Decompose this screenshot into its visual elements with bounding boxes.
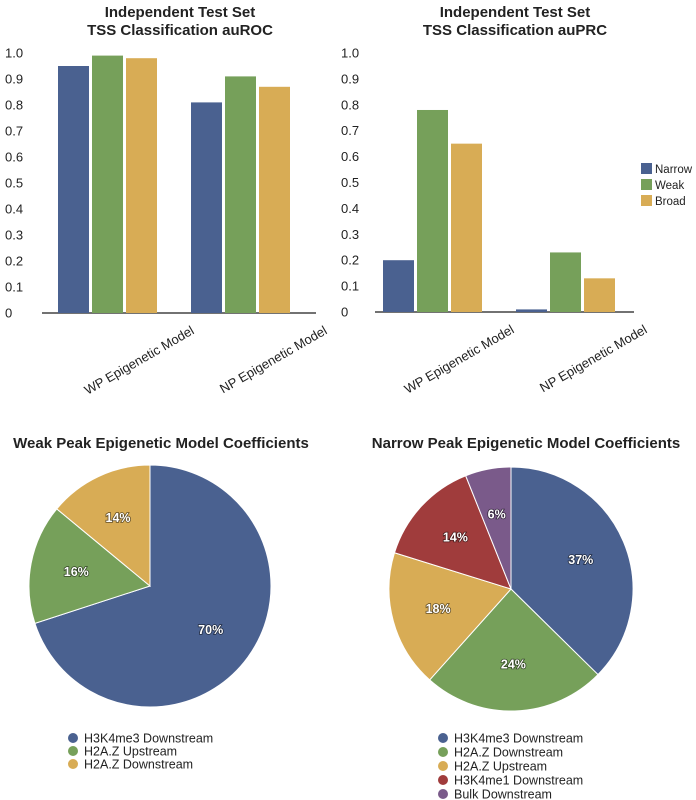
pie-legend-label: H3K4me1 Downstream (454, 774, 583, 788)
auprc-y-tick-label: 0.5 (341, 175, 359, 190)
auprc-y-tick-label: 0.7 (341, 123, 359, 138)
auprc-bar-weak (550, 252, 581, 312)
auprc-bar-broad (584, 278, 615, 312)
auroc-title-line-2: TSS Classification auROC (87, 22, 273, 39)
auprc-bar-narrow (383, 260, 414, 312)
auroc-y-tick-label: 0.6 (5, 150, 23, 165)
pie-legend-marker (68, 759, 78, 769)
pie-slice (34, 464, 272, 708)
auroc-y-tick-label: 0.5 (5, 176, 23, 191)
auroc-y-tick-label: 0 (5, 306, 12, 321)
auprc-y-tick-label: 0.2 (341, 253, 359, 268)
auprc-title-line-2: TSS Classification auPRC (423, 22, 607, 39)
auroc-bar-weak (92, 55, 123, 313)
pie-legend-marker (68, 746, 78, 756)
auprc-y-tick-label: 0.3 (341, 227, 359, 242)
auroc-y-tick-label: 0.2 (5, 254, 23, 269)
pie-legend-marker (438, 789, 448, 799)
pie-slice (510, 466, 634, 676)
auprc-y-tick-label: 0 (341, 305, 348, 320)
narrow-pie-title: Narrow Peak Epigenetic Model Coefficient… (372, 435, 680, 452)
pie-slice-label: 24% (501, 658, 526, 672)
weak-pie-slices: 70% 16% 14% (28, 464, 272, 708)
auprc-y-tick-label: 0.9 (341, 71, 359, 86)
auprc-bars (383, 109, 615, 312)
auprc-x-axis: WP Epigenetic Model NP Epigenetic Model (402, 322, 650, 397)
legend-label-narrow: Narrow (655, 164, 693, 176)
auprc-y-tick-label: 0.1 (341, 279, 359, 294)
pie-slice (428, 588, 599, 712)
pie-legend-label: Bulk Downstream (454, 788, 552, 800)
legend-swatch-weak (641, 179, 652, 190)
auroc-y-tick-label: 0.3 (5, 228, 23, 243)
pie-legend-marker (438, 747, 448, 757)
auprc-y-axis: 0 0.1 0.2 0.3 0.4 0.5 0.6 0.7 0.8 0.9 1.0 (341, 46, 634, 320)
auroc-y-tick-label: 0.7 (5, 124, 23, 139)
auroc-y-axis: 0 0.1 0.2 0.3 0.4 0.5 0.6 0.7 0.8 0.9 1.0 (5, 46, 316, 321)
pie-legend-label: H2A.Z Upstream (84, 745, 177, 759)
weak-peak-pie-chart: Weak Peak Epigenetic Model Coefficients … (13, 435, 309, 772)
legend-label-broad: Broad (655, 196, 686, 208)
auroc-y-tick-label: 0.1 (5, 280, 23, 295)
pie-slice (28, 508, 152, 625)
pie-slice-label: 14% (443, 531, 468, 545)
pie-legend-label: H2A.Z Downstream (454, 746, 563, 760)
pie-legend-marker (68, 733, 78, 743)
auprc-bar-weak (417, 109, 448, 312)
auroc-y-tick-label: 0.4 (5, 202, 23, 217)
weak-pie-title: Weak Peak Epigenetic Model Coefficients (13, 435, 309, 452)
pie-legend-marker (438, 733, 448, 743)
pie-slice-label: 6% (488, 508, 506, 522)
pie-slice-label: 14% (106, 511, 131, 525)
pie-slice (393, 475, 512, 590)
pie-slice-label: 18% (426, 602, 451, 616)
pie-slice (388, 552, 512, 681)
auroc-chart: Independent Test Set TSS Classification … (5, 4, 330, 398)
auprc-chart: Independent Test Set TSS Classification … (341, 4, 693, 397)
auroc-bar-broad (126, 58, 157, 314)
auprc-y-tick-label: 0.8 (341, 97, 359, 112)
auroc-y-tick-label: 0.8 (5, 98, 23, 113)
pie-slice-label: 16% (64, 565, 89, 579)
legend-swatch-broad (641, 195, 652, 206)
pie-slice-label: 70% (198, 623, 223, 637)
pie-slice-label: 37% (568, 553, 593, 567)
pie-legend-label: H3K4me3 Downstream (84, 732, 213, 746)
auroc-bar-broad (259, 86, 290, 313)
pie-legend-marker (438, 761, 448, 771)
auroc-x-axis: WP Epigenetic Model NP Epigenetic Model (82, 323, 330, 398)
auprc-title-line-1: Independent Test Set (440, 4, 591, 21)
auroc-bar-narrow (191, 102, 222, 314)
auprc-y-tick-label: 1.0 (341, 46, 359, 61)
auprc-category-label: NP Epigenetic Model (537, 322, 650, 396)
auroc-y-tick-label: 0.9 (5, 72, 23, 87)
auroc-category-label: WP Epigenetic Model (82, 323, 197, 398)
pie-slice (465, 466, 512, 590)
narrow-peak-pie-chart: Narrow Peak Epigenetic Model Coefficient… (372, 435, 680, 800)
legend-label-weak: Weak (655, 180, 684, 192)
pie-legend-label: H3K4me3 Downstream (454, 732, 583, 746)
auroc-y-tick-label: 1.0 (5, 46, 23, 61)
auprc-bar-narrow (516, 309, 547, 312)
auprc-bar-broad (451, 143, 482, 312)
pie-legend-label: H2A.Z Downstream (84, 758, 193, 772)
legend-swatch-narrow (641, 163, 652, 174)
auroc-bar-narrow (58, 66, 89, 313)
pie-legend-marker (438, 775, 448, 785)
auroc-category-label: NP Epigenetic Model (217, 323, 330, 397)
auroc-bar-weak (225, 76, 256, 314)
auprc-y-tick-label: 0.4 (341, 201, 359, 216)
auroc-bars (58, 55, 290, 314)
pie-legend-label: H2A.Z Upstream (454, 760, 547, 774)
auroc-title-line-1: Independent Test Set (105, 4, 256, 21)
auprc-category-label: WP Epigenetic Model (402, 322, 517, 397)
auprc-y-tick-label: 0.6 (341, 149, 359, 164)
narrow-pie-slices: 37% 24% 18% 14% 6% (388, 466, 634, 712)
pie-slice (56, 464, 151, 588)
auprc-legend: Narrow Weak Broad (641, 163, 693, 208)
